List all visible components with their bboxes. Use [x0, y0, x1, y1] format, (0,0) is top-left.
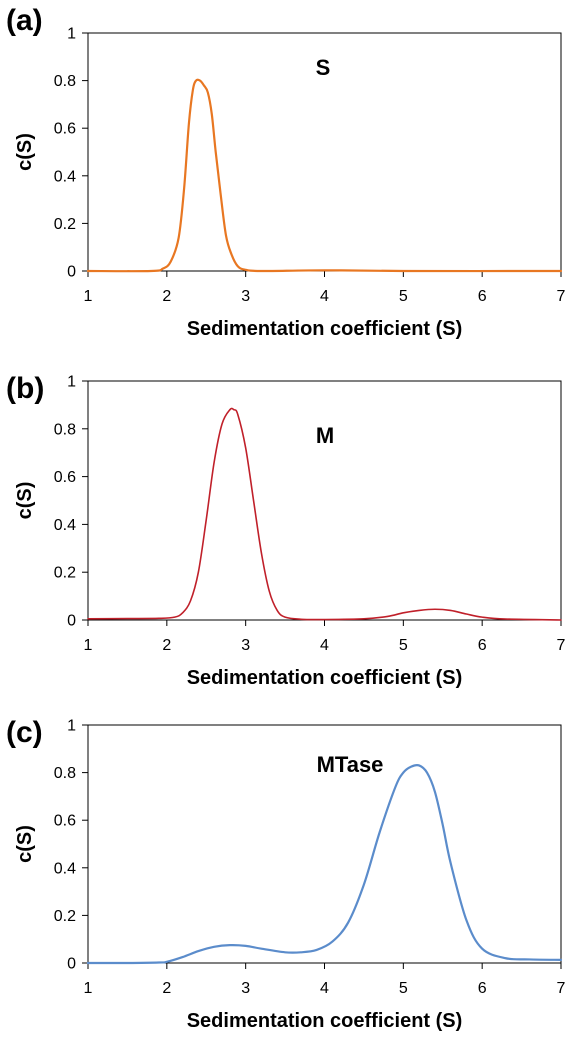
- x-tick-label: 3: [241, 637, 250, 654]
- y-tick-label: 0.8: [54, 765, 76, 782]
- chart-panel-1: 0 0.2 0.4 0.6 0.8 1 1 2 3 4 5 6 7 Sedimentation coeff…: [6, 4, 566, 340]
- x-axis-title: Sedimentation coefficient (S): [187, 667, 463, 689]
- y-tick-label: 0.6: [54, 121, 76, 138]
- y-tick-label: 1: [67, 374, 76, 391]
- x-tick-label: 5: [399, 288, 408, 305]
- y-tick-label: 0: [67, 264, 76, 281]
- y-tick-label: 0.4: [54, 168, 76, 185]
- x-tick-label: 7: [557, 980, 566, 997]
- x-tick-label: 5: [399, 980, 408, 997]
- x-tick-label: 6: [478, 980, 487, 997]
- series-annotation: M: [316, 423, 334, 448]
- x-tick-label: 4: [320, 980, 329, 997]
- y-tick-label: 0: [67, 956, 76, 973]
- panel-label: (c): [6, 716, 43, 749]
- y-tick-label: 1: [67, 718, 76, 735]
- y-tick-label: 0.2: [54, 216, 76, 233]
- y-tick-label: 0: [67, 613, 76, 630]
- x-tick-label: 1: [84, 637, 93, 654]
- y-tick-label: 0.4: [54, 517, 76, 534]
- x-tick-label: 7: [557, 637, 566, 654]
- series-annotation: S: [316, 55, 331, 80]
- y-tick-label: 0.2: [54, 565, 76, 582]
- chart-panel-2: 0 0.2 0.4 0.6 0.8 1 1 2 3 4 5 6 7 Sedimentation coeff…: [6, 372, 566, 689]
- x-axis-title: Sedimentation coefficient (S): [187, 1010, 463, 1032]
- series-annotation: MTase: [317, 752, 384, 777]
- y-axis-title: c(S): [14, 482, 36, 520]
- x-tick-label: 7: [557, 288, 566, 305]
- data-line-1: [87, 407, 562, 621]
- data-line-1: [86, 763, 563, 965]
- y-tick-label: 1: [67, 26, 76, 43]
- y-tick-label: 0.8: [54, 73, 76, 90]
- y-tick-label: 0.6: [54, 813, 76, 830]
- x-tick-label: 3: [241, 980, 250, 997]
- y-tick-label: 0.6: [54, 469, 76, 486]
- x-tick-label: 2: [162, 980, 171, 997]
- x-tick-label: 5: [399, 637, 408, 654]
- chart-panel-3: 0 0.2 0.4 0.6 0.8 1 1 2 3 4 5 6 7 Sedimentation coeff…: [6, 716, 566, 1032]
- x-tick-label: 2: [162, 637, 171, 654]
- x-tick-label: 2: [162, 288, 171, 305]
- x-tick-label: 1: [84, 288, 93, 305]
- plot-frame: [87, 380, 562, 621]
- y-axis-title: c(S): [14, 825, 36, 863]
- x-tick-label: 4: [320, 637, 329, 654]
- x-tick-label: 3: [241, 288, 250, 305]
- x-axis-title: Sedimentation coefficient (S): [187, 318, 463, 340]
- y-tick-label: 0.8: [54, 421, 76, 438]
- data-line-1: [86, 78, 563, 273]
- panel-label: (a): [6, 4, 43, 37]
- panel-label: (b): [6, 372, 44, 405]
- y-tick-label: 0.2: [54, 908, 76, 925]
- y-tick-label: 0.4: [54, 860, 76, 877]
- x-tick-label: 1: [84, 980, 93, 997]
- y-axis-title: c(S): [14, 133, 36, 171]
- x-tick-label: 6: [478, 288, 487, 305]
- x-tick-label: 6: [478, 637, 487, 654]
- x-tick-label: 4: [320, 288, 329, 305]
